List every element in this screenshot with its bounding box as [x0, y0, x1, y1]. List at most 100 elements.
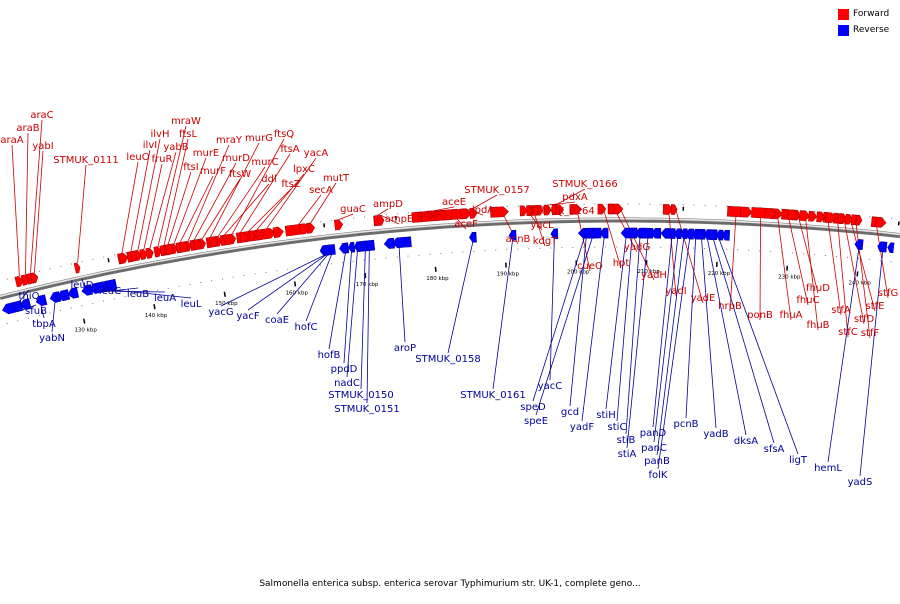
gene-rev-extra-14[interactable]: [661, 228, 671, 238]
gene-label-spee[interactable]: speE: [524, 416, 548, 427]
gene-label-heml[interactable]: hemL: [814, 463, 842, 474]
gene-label-ppdd[interactable]: ppdD: [331, 364, 358, 375]
gene-fwd-extra-20[interactable]: [740, 207, 752, 218]
gene-label-ftsq[interactable]: ftsQ: [274, 129, 294, 140]
gene-yacl[interactable]: [520, 206, 527, 216]
gene-rev-extra-7[interactable]: [384, 238, 395, 249]
gene-label-acef[interactable]: aceF: [454, 219, 478, 230]
gene-label-stmuk-0158[interactable]: STMUK_0158: [415, 354, 480, 365]
gene-label-kdgt[interactable]: kdgT: [533, 236, 558, 247]
gene-fwd-extra-27[interactable]: [856, 215, 863, 226]
gene-label-stmuk-0157[interactable]: STMUK_0157: [464, 185, 529, 196]
gene-label-lpxc[interactable]: lpxC: [293, 164, 315, 175]
gene-label-leuo[interactable]: leuO: [126, 152, 149, 163]
gene-label-murg[interactable]: murG: [245, 133, 273, 144]
gene-label-coae[interactable]: coaE: [265, 315, 289, 326]
gene-label-stfa[interactable]: stfA: [831, 305, 851, 316]
gene-fwd-extra-28[interactable]: [876, 217, 887, 228]
gene-label-dksa[interactable]: dksA: [734, 436, 758, 447]
gene-label-leua[interactable]: leuA: [154, 293, 176, 304]
gene-yabb[interactable]: [146, 247, 155, 258]
gene-label-panc[interactable]: panC: [641, 443, 667, 454]
gene-label-stmuk-0164[interactable]: STMUK_0164: [529, 206, 594, 217]
gene-label-hpt[interactable]: hpt: [613, 258, 630, 269]
gene-guac[interactable]: [334, 219, 343, 230]
gene-label-pdhr[interactable]: pdhR: [417, 210, 443, 221]
gene-label-yadb[interactable]: yadB: [703, 429, 728, 440]
gene-label-sfsa[interactable]: sfsA: [764, 444, 785, 455]
gene-label-yadf[interactable]: yadF: [570, 422, 594, 433]
gene-label-hrpb[interactable]: hrpB: [718, 301, 742, 312]
gene-label-ligt[interactable]: ligT: [789, 455, 808, 466]
gene-label-gcd[interactable]: gcd: [561, 407, 579, 418]
gene-label-ftsw[interactable]: ftsW: [229, 169, 251, 180]
gene-label-sped[interactable]: speD: [520, 402, 546, 413]
gene-label-thiq[interactable]: thiQ: [19, 291, 40, 302]
gene-rev-extra-5[interactable]: [339, 243, 348, 254]
gene-label-yacf[interactable]: yacF: [236, 311, 260, 322]
gene-label-yacg[interactable]: yacG: [208, 307, 233, 318]
gene-label-stff[interactable]: stfF: [861, 328, 880, 339]
gene-label-stia[interactable]: stiA: [618, 449, 637, 460]
gene-label-ftsz[interactable]: ftsZ: [281, 179, 300, 190]
gene-label-cueo[interactable]: cueO: [577, 261, 603, 272]
gene-label-stfd[interactable]: stfD: [854, 314, 875, 325]
gene-rev-extra-20[interactable]: [887, 242, 894, 253]
gene-label-leub[interactable]: leuB: [127, 289, 149, 300]
gene-label-acee[interactable]: aceE: [442, 197, 466, 208]
gene-label-stmuk-0166[interactable]: STMUK_0166: [552, 179, 617, 190]
gene-label-panb[interactable]: panB: [644, 456, 670, 467]
gene-label-hofc[interactable]: hofC: [295, 322, 318, 333]
gene-label-ampd[interactable]: ampD: [373, 199, 403, 210]
gene-label-ftsl[interactable]: ftsL: [179, 129, 197, 140]
gene-fwd-extra-10[interactable]: [273, 226, 284, 237]
gene-label-stmuk-0151[interactable]: STMUK_0151: [334, 404, 399, 415]
gene-label-pdxa[interactable]: pdxA: [562, 192, 588, 203]
gene-label-yads[interactable]: yadS: [848, 477, 873, 488]
gene-label-fhua[interactable]: fhuA: [779, 310, 802, 321]
gene-label-ftsa[interactable]: ftsA: [280, 144, 299, 155]
gene-label-leuc[interactable]: leuC: [99, 286, 121, 297]
gene-label-murc[interactable]: murC: [251, 157, 278, 168]
gene-label-leud[interactable]: leuD: [71, 280, 94, 291]
gene-label-ampe[interactable]: ampE: [385, 214, 414, 225]
gene-label-pcnb[interactable]: pcnB: [673, 419, 698, 430]
gene-label-ddl[interactable]: ddl: [261, 174, 276, 185]
gene-label-murd[interactable]: murD: [222, 153, 250, 164]
gene-label-stmuk-0150[interactable]: STMUK_0150: [328, 390, 393, 401]
gene-stmuk-0158[interactable]: [469, 232, 477, 242]
gene-label-mutt[interactable]: mutT: [323, 173, 350, 184]
gene-label-fhud[interactable]: fhuD: [806, 283, 830, 294]
gene-label-mray[interactable]: mraY: [216, 135, 243, 146]
gene-label-yadh[interactable]: yadH: [641, 270, 667, 281]
gene-label-stic[interactable]: stiC: [608, 422, 627, 433]
gene-label-yaca[interactable]: yacA: [304, 148, 329, 159]
gene-label-ilvi[interactable]: ilvI: [143, 140, 157, 151]
gene-label-stmuk-0161[interactable]: STMUK_0161: [460, 390, 525, 401]
gene-fwd-extra-23[interactable]: [808, 211, 817, 222]
gene-label-arop[interactable]: aroP: [394, 343, 416, 354]
gene-label-sfub[interactable]: sfuB: [25, 306, 47, 317]
gene-label-yabn[interactable]: yabN: [39, 333, 65, 344]
gene-label-tbpa[interactable]: tbpA: [32, 319, 56, 330]
gene-label-fhuc[interactable]: fhuC: [796, 295, 819, 306]
gene-label-araa[interactable]: araA: [0, 135, 23, 146]
gene-label-stfc[interactable]: stfC: [838, 327, 858, 338]
gene-label-yadi[interactable]: yadI: [665, 286, 686, 297]
gene-label-stmuk-0111[interactable]: STMUK_0111: [53, 155, 118, 166]
gene-label-murf[interactable]: murF: [200, 166, 226, 177]
gene-label-stfe[interactable]: stfE: [866, 301, 885, 312]
gene-label-ilvh[interactable]: ilvH: [151, 129, 170, 140]
gene-label-lpda[interactable]: lpdA: [472, 205, 494, 216]
gene-label-guac[interactable]: guaC: [340, 204, 366, 215]
gene-label-leul[interactable]: leuL: [181, 299, 202, 310]
gene-label-yade[interactable]: yadE: [691, 293, 716, 304]
gene-label-yabb[interactable]: yabB: [163, 142, 188, 153]
gene-label-seca[interactable]: secA: [309, 185, 333, 196]
gene-label-stib[interactable]: stiB: [617, 435, 636, 446]
gene-label-nadc[interactable]: nadC: [334, 378, 360, 389]
gene-stmuk-0111[interactable]: [74, 262, 81, 273]
gene-label-acnb[interactable]: acnB: [506, 234, 531, 245]
gene-label-yacl[interactable]: yacL: [530, 220, 554, 231]
gene-label-folk[interactable]: folK: [649, 470, 668, 481]
